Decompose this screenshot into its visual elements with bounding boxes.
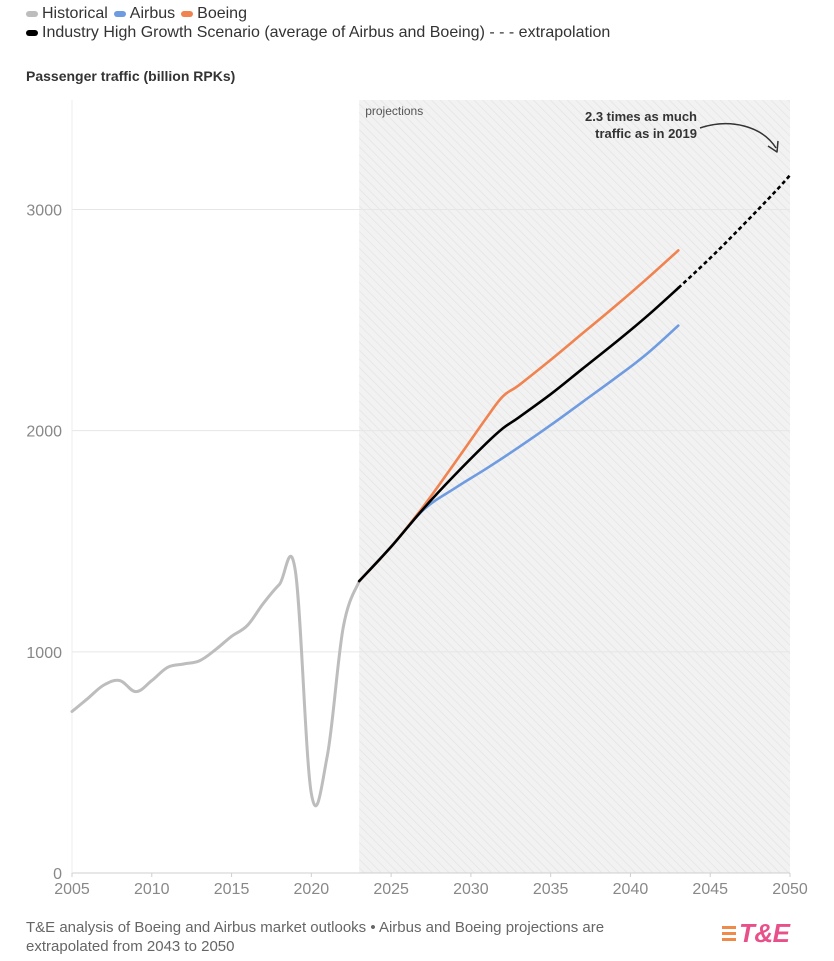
y-tick-label-0: 0 bbox=[53, 866, 62, 883]
legend-swatch-historical bbox=[26, 10, 38, 17]
legend: Historical Airbus Boeing Industry High G… bbox=[26, 4, 616, 42]
legend-item-airbus: Airbus bbox=[113, 4, 176, 23]
x-tick-label-2050: 2050 bbox=[772, 881, 808, 898]
logo-text: T&E bbox=[739, 918, 790, 948]
legend-item-industry: Industry High Growth Scenario (average o… bbox=[26, 23, 610, 42]
x-tick-label-2040: 2040 bbox=[613, 881, 649, 898]
y-axis-title: Passenger traffic (billion RPKs) bbox=[26, 68, 236, 84]
annotation-line-2: traffic as in 2019 bbox=[595, 126, 697, 141]
x-tick-label-2025: 2025 bbox=[373, 881, 409, 898]
x-tick-label-2035: 2035 bbox=[533, 881, 569, 898]
series-line-extrapolation bbox=[677, 174, 791, 289]
projection-band-label: projections bbox=[365, 104, 423, 118]
x-tick-label-2010: 2010 bbox=[134, 881, 170, 898]
legend-label-industry: Industry High Growth Scenario (average o… bbox=[42, 24, 611, 41]
x-tick-label-2015: 2015 bbox=[214, 881, 250, 898]
legend-item-historical: Historical bbox=[26, 4, 108, 23]
legend-swatch-boeing bbox=[181, 10, 194, 17]
x-tick-label-2005: 2005 bbox=[54, 881, 90, 898]
x-tick-label-2030: 2030 bbox=[453, 881, 489, 898]
y-tick-label-1000: 1000 bbox=[26, 645, 62, 662]
annotation-arrow bbox=[699, 123, 777, 149]
annotation-arrowhead-icon bbox=[767, 140, 779, 153]
legend-label-airbus: Airbus bbox=[129, 5, 176, 22]
brand-logo: T&E bbox=[722, 918, 790, 949]
series-line-historical bbox=[70, 554, 361, 808]
legend-row-1: Historical Airbus Boeing bbox=[26, 4, 616, 23]
logo-stripes-icon bbox=[722, 926, 736, 944]
legend-label-historical: Historical bbox=[42, 5, 108, 22]
legend-swatch-industry bbox=[26, 29, 38, 36]
line-chart: projections 0 1000 2000 3000 2005 2010 2015 2020… bbox=[26, 100, 808, 898]
legend-item-boeing: Boeing bbox=[181, 4, 247, 23]
y-tick-label-2000: 2000 bbox=[26, 424, 62, 441]
x-tick-label-2045: 2045 bbox=[692, 881, 728, 898]
series-line-industry bbox=[357, 286, 680, 583]
legend-label-boeing: Boeing bbox=[197, 5, 247, 22]
annotation-line-1: 2.3 times as much bbox=[585, 109, 697, 124]
source-note: T&E analysis of Boeing and Airbus market… bbox=[26, 919, 605, 955]
legend-swatch-airbus bbox=[113, 10, 126, 17]
legend-row-2: Industry High Growth Scenario (average o… bbox=[26, 23, 616, 42]
y-tick-label-3000: 3000 bbox=[26, 202, 62, 219]
x-tick-label-2020: 2020 bbox=[294, 881, 330, 898]
projection-band bbox=[359, 100, 790, 873]
